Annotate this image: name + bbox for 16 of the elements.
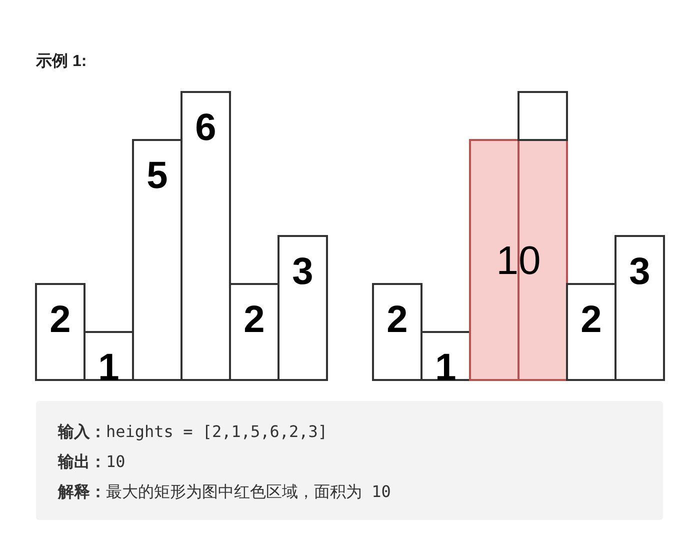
- bar: [518, 91, 568, 141]
- text: 解释：最大的矩形为图中红色区域，面积为 10: [57, 482, 391, 501]
- text: 输入：heights = [2,1,5,6,2,3]: [57, 422, 328, 441]
- text: 输出：10: [57, 452, 126, 471]
- data-label: 3: [292, 251, 314, 293]
- data-label: 3: [629, 251, 650, 293]
- data-label: 2: [580, 299, 602, 341]
- annotation: 10: [496, 239, 541, 283]
- chart-title: 示例 1:: [35, 52, 87, 70]
- data-label: 1: [98, 347, 120, 389]
- data-label: 6: [195, 107, 216, 149]
- data-label: 2: [244, 299, 265, 341]
- data-label: 1: [435, 347, 456, 389]
- data-label: 2: [386, 299, 408, 341]
- data-label: 2: [50, 299, 71, 341]
- data-label: 5: [146, 155, 168, 197]
